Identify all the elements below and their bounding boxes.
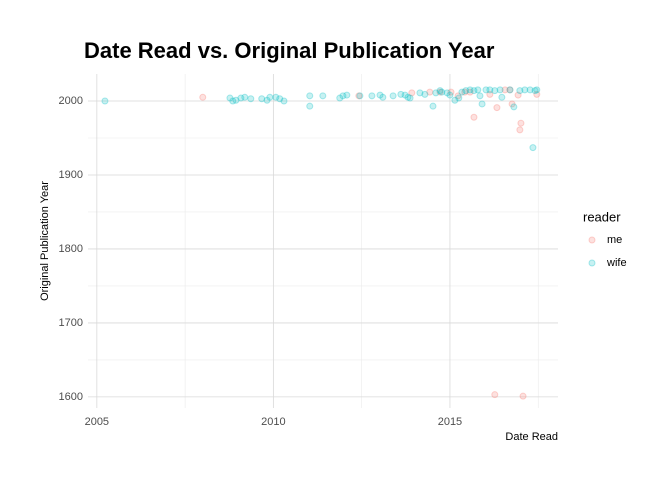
point [436,88,444,96]
point [506,86,514,94]
point [379,93,387,101]
point [474,86,482,94]
point [446,91,454,99]
point [506,86,514,94]
point [258,95,266,103]
point [517,119,525,127]
point [533,90,541,98]
point [401,91,409,99]
point [416,89,424,97]
point [496,86,504,94]
point [516,126,524,134]
point [529,144,537,152]
point [486,90,494,98]
point [455,94,463,102]
point [339,92,347,100]
point [368,92,376,100]
grid [88,74,558,408]
point [508,100,516,108]
point [466,88,474,96]
point [438,88,446,96]
point [280,97,288,105]
legend-swatch [588,259,596,267]
point [376,91,384,99]
y-tick-label: 1700 [59,317,83,329]
point [232,96,240,104]
point [476,92,484,100]
point [356,92,364,100]
x-tick-label: 2015 [438,416,462,428]
point [389,92,397,100]
point [526,86,534,94]
legend-swatch [588,236,596,244]
point [458,88,466,96]
point [421,90,429,98]
x-tick-label: 2005 [85,416,109,428]
point [478,100,486,108]
point [237,94,245,102]
point [466,86,474,94]
point [247,95,255,103]
point [510,103,518,111]
point [319,92,327,100]
y-tick-label: 1800 [59,243,83,255]
point [470,113,478,121]
point [306,102,314,110]
point [461,88,469,96]
point [447,88,455,96]
x-tick-label: 2010 [261,416,285,428]
point [336,94,344,102]
point [498,93,506,101]
point [355,92,363,100]
legend-label: me [607,234,622,246]
point [199,93,207,101]
chart-title: Date Read vs. Original Publication Year [84,38,495,63]
point [531,87,539,95]
point [263,96,271,104]
point [226,94,234,102]
point [101,97,109,105]
point [432,89,440,97]
point [241,93,249,101]
point [429,102,437,110]
point [343,91,351,99]
point [521,86,529,94]
point [486,86,494,94]
legend-label: wife [606,257,627,269]
point [501,86,509,94]
point [272,93,280,101]
point [266,93,274,101]
point [491,391,499,399]
point [454,92,462,100]
point [397,90,405,98]
point [533,86,541,94]
point [451,96,459,104]
point [462,87,470,95]
point [493,104,501,112]
point [426,88,434,96]
x-axis-title: Date Read [505,431,558,443]
point [229,97,237,105]
y-tick-label: 1600 [59,391,83,403]
y-tick-label: 2000 [59,95,83,107]
point [276,95,284,103]
point [516,87,524,95]
point [436,87,444,95]
point [406,94,414,102]
point [408,89,416,97]
point [306,92,314,100]
point [514,91,522,99]
point [491,87,499,95]
point [519,392,527,400]
point [470,87,478,95]
legend-title: reader [583,209,621,224]
y-tick-label: 1900 [59,169,83,181]
y-axis-title: Original Publication Year [39,181,51,301]
point [404,93,412,101]
point [443,89,451,97]
point [482,86,490,94]
